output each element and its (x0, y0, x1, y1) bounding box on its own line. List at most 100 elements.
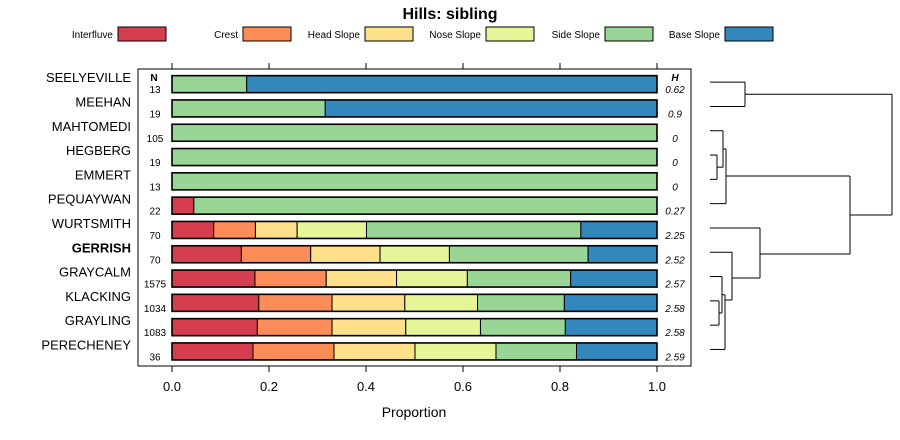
n-column-header: N (150, 73, 157, 84)
bar-graycalm-base-slope (570, 269, 658, 288)
x-axis: 0.0 0.2 0.4 0.6 0.8 1.0 (163, 63, 666, 394)
bar-klacking-nose-slope (404, 293, 479, 312)
bar-outline-gerrish (171, 244, 658, 264)
h-value-hegberg: 0 (672, 158, 678, 169)
row-label-grayling: GRAYLING (65, 313, 131, 328)
bar-wurtsmith-head-slope (254, 220, 298, 239)
legend-label-side-slope: Side Slope (552, 30, 601, 41)
h-value-gerrish: 2.52 (664, 255, 685, 266)
chart-title: Hills: sibling (402, 6, 497, 23)
h-value-emmert: 0 (672, 182, 678, 193)
h-value-graycalm: 2.57 (664, 280, 685, 291)
bar-graycalm-crest (254, 269, 327, 288)
legend-swatch-head-slope (364, 26, 414, 42)
n-value-mahtomedi: 105 (147, 134, 164, 145)
legend-swatch-interfluve (117, 26, 167, 42)
n-value-emmert: 13 (149, 182, 161, 193)
bar-outline-graycalm (171, 269, 658, 288)
h-value-perecheney: 2.59 (664, 352, 685, 363)
bar-perecheney-nose-slope (414, 342, 497, 361)
bar-klacking-interfluve (171, 293, 260, 312)
legend: Interfluve Crest Head Slope Nose Slope Side … (72, 26, 774, 42)
bar-grayling-side-slope (479, 318, 566, 337)
x-tick-label-3: 0.6 (454, 379, 472, 394)
bar-wurtsmith-crest (213, 220, 256, 239)
legend-swatch-base-slope (724, 26, 774, 42)
n-value-graycalm: 1575 (144, 280, 167, 291)
bar-outline-klacking (171, 293, 658, 313)
bar-grayling-nose-slope (405, 318, 481, 337)
bar-gerrish-interfluve (171, 245, 242, 264)
bar-emmert-side-slope (171, 172, 658, 191)
bar-grayling-head-slope (331, 318, 407, 337)
bar-outline-seelyeville (171, 74, 658, 94)
legend-label-head-slope: Head Slope (308, 30, 361, 41)
bar-klacking-side-slope (477, 293, 565, 312)
bar-perecheney-base-slope (575, 342, 658, 361)
bar-grayling-interfluve (171, 318, 258, 337)
legend-label-base-slope: Base Slope (669, 30, 721, 41)
bars-group (171, 74, 658, 361)
x-tick-label-4: 0.8 (551, 379, 569, 394)
row-label-seelyeville: SEELYEVILLE (46, 70, 131, 85)
legend-label-nose-slope: Nose Slope (429, 30, 481, 41)
n-value-pequaywan: 22 (149, 207, 161, 218)
row-labels: SEELYEVILLE 13 0.62 MEEHAN 19 0.9 MAHTOMEDI 105… (41, 70, 685, 363)
bar-graycalm-nose-slope (396, 269, 468, 288)
bar-outline-pequaywan (171, 196, 658, 215)
legend-label-crest: Crest (214, 30, 238, 41)
row-label-gerrish: GERRISH (72, 240, 131, 255)
bar-gerrish-crest (240, 245, 312, 264)
n-value-hegberg: 19 (149, 158, 161, 169)
h-value-grayling: 2.58 (664, 328, 685, 339)
row-label-klacking: KLACKING (65, 289, 131, 304)
row-label-wurtsmith: WURTSMITH (52, 216, 131, 231)
bar-meehan-side-slope (171, 99, 326, 118)
row-label-mahtomedi: MAHTOMEDI (52, 119, 131, 134)
bar-graycalm-head-slope (325, 269, 398, 288)
row-label-meehan: MEEHAN (75, 94, 131, 109)
bar-pequaywan-side-slope (193, 196, 658, 215)
bar-gerrish-side-slope (448, 245, 589, 264)
h-value-mahtomedi: 0 (672, 134, 678, 145)
bar-grayling-crest (256, 318, 333, 337)
n-value-klacking: 1034 (144, 304, 167, 315)
bar-pequaywan-interfluve (171, 196, 195, 215)
h-value-wurtsmith: 2.25 (664, 231, 685, 242)
n-value-wurtsmith: 70 (149, 231, 161, 242)
bar-hegberg-side-slope (171, 148, 658, 167)
legend-swatch-crest (242, 26, 292, 42)
x-tick-label-0: 0.0 (163, 379, 181, 394)
bar-klacking-crest (258, 293, 333, 312)
x-tick-label-2: 0.4 (357, 379, 375, 394)
row-label-perecheney: PERECHENEY (41, 337, 131, 352)
bar-gerrish-head-slope (310, 245, 381, 264)
legend-swatch-side-slope (604, 26, 654, 42)
bar-outline-meehan (171, 99, 658, 118)
bar-outline-emmert (171, 172, 658, 191)
bar-perecheney-interfluve (171, 342, 254, 361)
x-axis-title: Proportion (382, 404, 447, 420)
h-value-klacking: 2.58 (664, 304, 685, 315)
bar-wurtsmith-base-slope (580, 220, 658, 239)
bar-gerrish-nose-slope (379, 245, 450, 264)
bar-outline-wurtsmith (171, 220, 658, 240)
bar-gerrish-base-slope (587, 245, 658, 264)
bar-graycalm-interfluve (171, 269, 256, 288)
x-tick-label-1: 0.2 (260, 379, 278, 394)
bar-perecheney-side-slope (495, 342, 577, 361)
n-value-seelyeville: 13 (149, 85, 161, 96)
bar-outline-hegberg (171, 147, 658, 167)
row-label-graycalm: GRAYCALM (59, 265, 131, 280)
bar-wurtsmith-interfluve (171, 220, 215, 239)
bar-meehan-base-slope (324, 99, 658, 118)
bar-outline-mahtomedi (171, 123, 658, 143)
n-value-perecheney: 36 (149, 352, 161, 363)
bar-klacking-base-slope (563, 293, 658, 312)
dendrogram (710, 81, 893, 350)
bar-perecheney-head-slope (333, 342, 416, 361)
bar-outline-perecheney (171, 342, 658, 361)
legend-label-interfluve: Interfluve (72, 30, 114, 41)
